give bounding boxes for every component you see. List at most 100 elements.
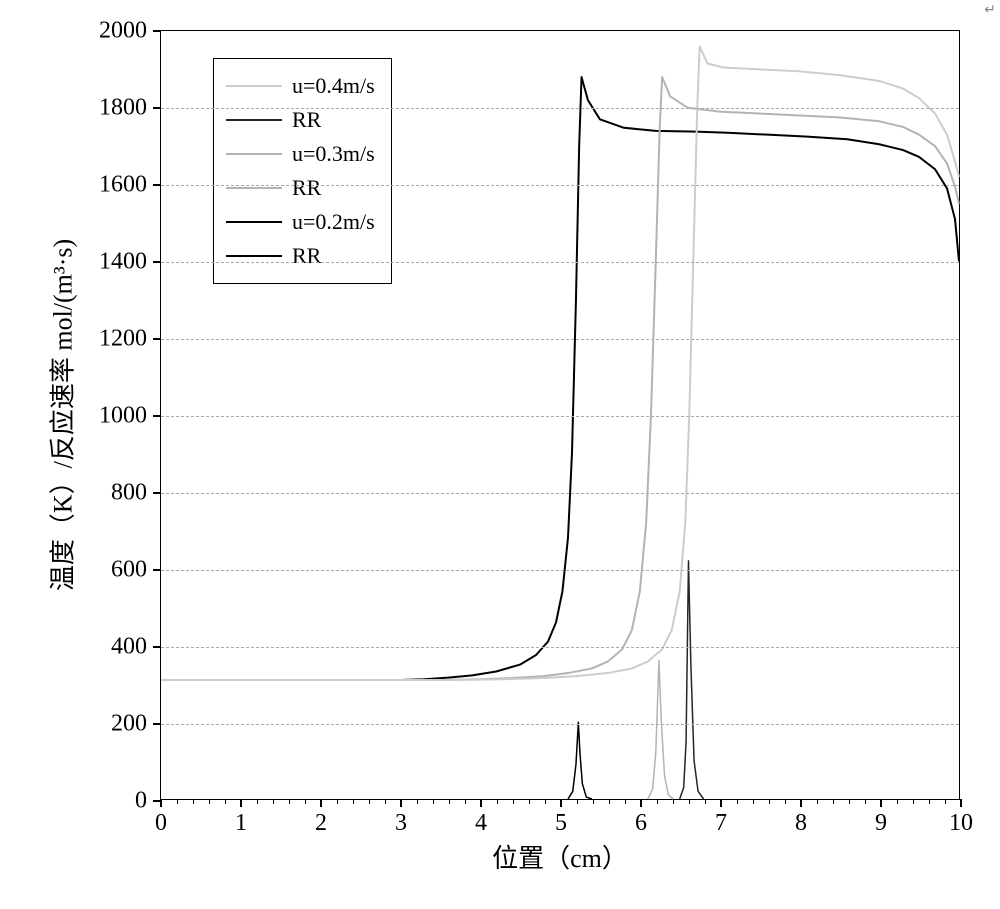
x-tick-label: 2 <box>315 810 327 837</box>
x-tick-minor <box>833 799 834 804</box>
y-axis-title: 温度（K）/反应速率 mol/(m³·s) <box>43 239 80 591</box>
x-tick-minor <box>449 799 450 804</box>
x-tick-label: 5 <box>555 810 567 837</box>
x-tick-minor <box>257 799 258 804</box>
x-tick-minor <box>209 799 210 804</box>
y-tick-label: 1200 <box>99 326 147 353</box>
y-tick-label: 600 <box>111 557 147 584</box>
x-tick-label: 6 <box>635 810 647 837</box>
gridline-h <box>161 185 959 186</box>
x-tick-minor <box>273 799 274 804</box>
series-line <box>568 722 592 799</box>
legend-label: u=0.2m/s <box>292 209 375 235</box>
x-tick-minor <box>913 799 914 804</box>
x-tick-minor <box>465 799 466 804</box>
gridline-h <box>161 339 959 340</box>
x-tick-minor <box>737 799 738 804</box>
legend-label: u=0.3m/s <box>292 141 375 167</box>
x-tick-label: 7 <box>715 810 727 837</box>
x-tick <box>880 799 882 807</box>
x-tick <box>960 799 962 807</box>
legend-label: u=0.4m/s <box>292 73 375 99</box>
x-tick <box>640 799 642 807</box>
x-tick-label: 9 <box>875 810 887 837</box>
x-tick-minor <box>657 799 658 804</box>
y-tick-label: 1600 <box>99 172 147 199</box>
legend-swatch <box>226 85 282 87</box>
x-tick-minor <box>385 799 386 804</box>
legend-label: RR <box>292 107 321 133</box>
x-tick-minor <box>353 799 354 804</box>
y-tick-label: 1400 <box>99 249 147 276</box>
series-line <box>680 561 704 799</box>
x-tick-minor <box>689 799 690 804</box>
x-tick-minor <box>769 799 770 804</box>
y-tick-label: 800 <box>111 480 147 507</box>
x-tick-minor <box>897 799 898 804</box>
gridline-h <box>161 262 959 263</box>
gridline-h <box>161 724 959 725</box>
legend: u=0.4m/s RR u=0.3m/s RR u=0.2m/s RR <box>213 58 392 284</box>
x-tick-minor <box>337 799 338 804</box>
chart-container: ↵ u=0.4m/sRRu=0.3m/sRRu=0.2m/sRR 位置（cm） … <box>0 0 1000 909</box>
x-tick-label: 4 <box>475 810 487 837</box>
legend-item: u=0.4m/s <box>226 69 375 103</box>
y-tick <box>153 261 161 263</box>
y-tick <box>153 30 161 32</box>
x-tick <box>480 799 482 807</box>
y-tick <box>153 415 161 417</box>
legend-label: RR <box>292 175 321 201</box>
x-tick <box>240 799 242 807</box>
legend-swatch <box>226 119 282 121</box>
x-tick-minor <box>673 799 674 804</box>
x-tick <box>320 799 322 807</box>
gridline-h <box>161 647 959 648</box>
x-tick-minor <box>817 799 818 804</box>
x-tick-minor <box>785 799 786 804</box>
gridline-h <box>161 570 959 571</box>
x-axis-title: 位置（cm） <box>492 838 628 875</box>
y-tick-label: 200 <box>111 711 147 738</box>
x-tick-minor <box>529 799 530 804</box>
x-tick-minor <box>705 799 706 804</box>
x-tick <box>400 799 402 807</box>
legend-item: RR <box>226 239 375 273</box>
legend-swatch <box>226 187 282 189</box>
gridline-h <box>161 416 959 417</box>
x-tick-minor <box>865 799 866 804</box>
series-line <box>648 661 674 799</box>
x-tick-minor <box>177 799 178 804</box>
x-tick-minor <box>929 799 930 804</box>
x-tick-minor <box>369 799 370 804</box>
x-tick-minor <box>513 799 514 804</box>
y-tick-label: 400 <box>111 634 147 661</box>
x-tick-minor <box>417 799 418 804</box>
x-tick-minor <box>497 799 498 804</box>
x-tick-label: 8 <box>795 810 807 837</box>
y-tick-label: 1800 <box>99 95 147 122</box>
x-tick-minor <box>609 799 610 804</box>
x-tick-minor <box>849 799 850 804</box>
x-tick-label: 0 <box>155 810 167 837</box>
x-tick-minor <box>289 799 290 804</box>
x-tick-label: 1 <box>235 810 247 837</box>
legend-item: RR <box>226 171 375 205</box>
legend-swatch <box>226 153 282 155</box>
y-tick <box>153 338 161 340</box>
y-tick <box>153 492 161 494</box>
y-tick <box>153 569 161 571</box>
x-tick <box>800 799 802 807</box>
legend-label: RR <box>292 243 321 269</box>
x-tick-minor <box>945 799 946 804</box>
x-tick <box>160 799 162 807</box>
x-tick-minor <box>193 799 194 804</box>
legend-item: u=0.2m/s <box>226 205 375 239</box>
x-tick-minor <box>433 799 434 804</box>
x-tick-minor <box>545 799 546 804</box>
x-tick-minor <box>625 799 626 804</box>
legend-swatch <box>226 255 282 257</box>
y-tick-label: 1000 <box>99 403 147 430</box>
x-tick-minor <box>305 799 306 804</box>
corner-mark: ↵ <box>984 2 996 19</box>
y-tick <box>153 646 161 648</box>
